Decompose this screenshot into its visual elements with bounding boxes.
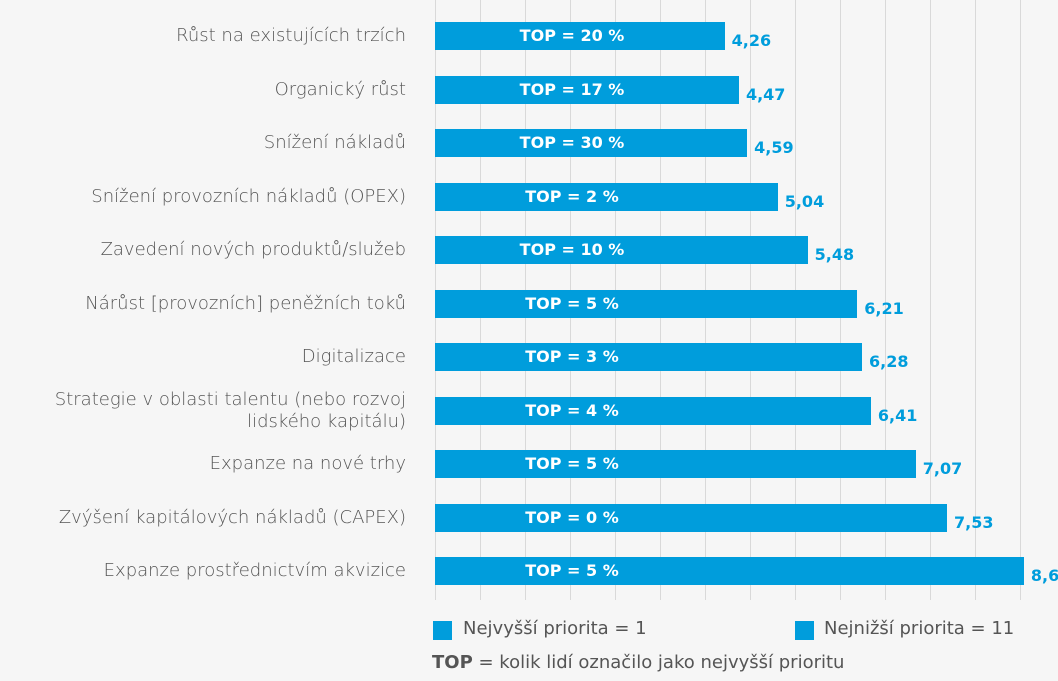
value-label: 8,66 xyxy=(1030,566,1058,585)
bar xyxy=(435,557,1024,585)
top-label: TOP = 30 % xyxy=(519,133,625,152)
value-label: 4,47 xyxy=(745,84,786,104)
value-label: 5,04 xyxy=(784,191,825,211)
grid-line xyxy=(1020,0,1021,600)
bar xyxy=(435,343,863,371)
footnote: TOP = kolik lidí označilo jako nejvyšší … xyxy=(432,652,844,673)
grid-line xyxy=(930,0,931,600)
top-label: TOP = 4 % xyxy=(525,400,619,420)
category-label: Růst na existujících trzích xyxy=(176,25,406,46)
value-label: 6,28 xyxy=(869,352,909,371)
bar xyxy=(435,182,778,211)
grid-line xyxy=(975,0,976,600)
category-label: Organický růst xyxy=(274,78,406,100)
value-label: 7,07 xyxy=(922,459,963,478)
value-label: 4,26 xyxy=(731,31,772,50)
value-label: 7,53 xyxy=(954,512,994,532)
top-label: TOP = 2 % xyxy=(525,186,619,206)
footnote-bold: TOP xyxy=(432,652,473,673)
value-label: 6,41 xyxy=(877,405,918,425)
top-label: TOP = 17 % xyxy=(519,79,625,99)
grid-line xyxy=(885,0,886,600)
category-label: Snížení provozních nákladů (OPEX) xyxy=(91,185,406,207)
top-label: TOP = 3 % xyxy=(525,347,619,366)
category-label: Nárůst [provozních] peněžních toků xyxy=(85,292,406,314)
top-label: TOP = 5 % xyxy=(525,293,619,313)
value-label: 4,59 xyxy=(754,138,794,157)
category-label: Strategie v oblasti talentu (nebo rozvoj… xyxy=(54,388,406,432)
bar xyxy=(435,396,871,425)
bar xyxy=(435,236,808,264)
bar xyxy=(435,75,739,104)
top-label: TOP = 5 % xyxy=(525,454,619,473)
top-label: TOP = 20 % xyxy=(519,26,625,45)
category-label: Snížení nákladů xyxy=(263,132,406,153)
category-label: Digitalizace xyxy=(301,346,406,367)
value-label: 5,48 xyxy=(814,245,855,264)
top-label: TOP = 0 % xyxy=(525,507,619,527)
category-label: Expanze prostřednictvím akvizice xyxy=(103,560,406,581)
legend-swatch xyxy=(433,621,452,640)
top-label: TOP = 5 % xyxy=(525,561,619,580)
category-label: Zavedení nových produktů/služeb xyxy=(100,239,406,260)
category-label: Expanze na nové trhy xyxy=(209,453,406,474)
bar xyxy=(435,22,725,50)
bar xyxy=(435,503,948,532)
legend-label: Nejnižší priorita = 11 xyxy=(824,618,1015,639)
top-label: TOP = 10 % xyxy=(519,240,625,259)
bar xyxy=(435,289,858,318)
bar xyxy=(435,450,916,478)
bar xyxy=(435,129,748,157)
value-label: 6,21 xyxy=(864,298,904,318)
category-label: Zvýšení kapitálových nákladů (CAPEX) xyxy=(58,506,406,528)
legend-swatch xyxy=(795,621,814,640)
legend-label: Nejvyšší priorita = 1 xyxy=(463,618,647,639)
footnote-text: = kolik lidí označilo jako nejvyšší prio… xyxy=(472,652,845,673)
